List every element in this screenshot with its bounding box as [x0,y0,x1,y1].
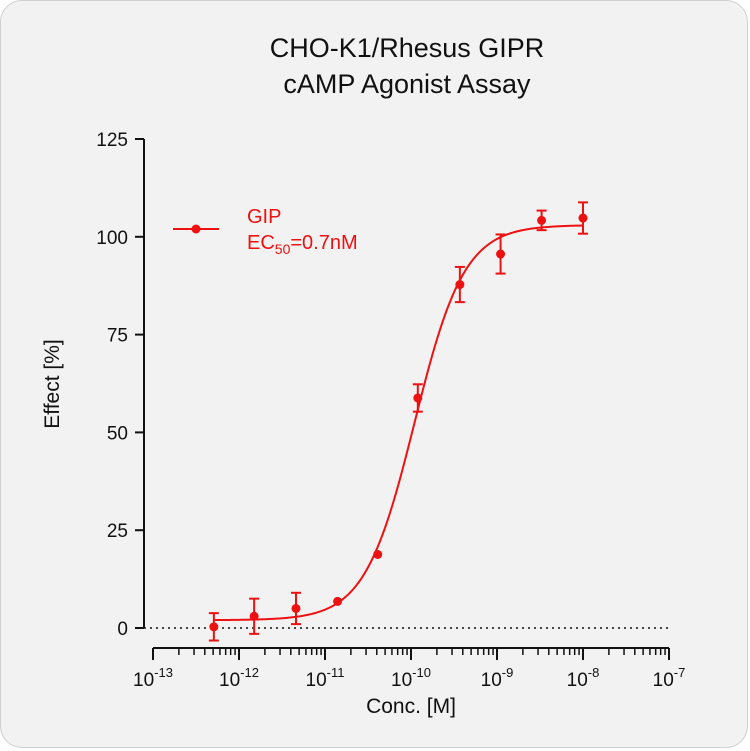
chart-title-line-2: cAMP Agonist Assay [283,69,531,99]
y-tick-label: 50 [107,423,128,444]
data-point [454,265,465,304]
x-tick-label: 10-9 [481,665,514,691]
y-axis: 0 25 50 75 100 125 [96,130,145,640]
data-point [290,591,301,626]
data-marker [413,393,423,403]
y-tick-label: 25 [107,521,128,542]
y-tick-label: 100 [96,228,128,249]
data-marker [291,603,301,613]
x-axis: 10-13 10-12 10-11 10-10 10-9 10-8 10-7 [133,647,686,691]
legend-series-name: GIP [247,206,281,228]
data-marker [455,280,465,290]
y-tick-label: 75 [107,326,128,347]
legend-marker [191,224,201,234]
y-tick-label: 0 [117,619,128,640]
data-point [495,233,506,275]
x-tick-label: 10-7 [653,665,686,691]
data-point [412,383,423,413]
data-point [208,612,219,642]
x-tick-label: 10-13 [133,665,173,691]
y-axis-label: Effect [%] [41,339,64,429]
x-tick-label: 10-11 [306,665,345,691]
chart-title-line-1: CHO-K1/Rhesus GIPR [270,33,545,63]
legend-ec50-suffix: =0.7nM [290,232,357,254]
data-point [333,596,343,606]
legend-ec50-sub: 50 [275,241,291,257]
data-marker [578,213,588,223]
data-marker [249,611,259,621]
data-point [578,201,588,235]
data-point [373,549,383,559]
x-tick-label: 10-8 [567,665,600,691]
fit-curve-group [213,224,584,622]
x-tick-label: 10-12 [219,665,259,691]
x-axis-label: Conc. [M] [366,695,456,718]
data-marker [209,622,219,632]
data-marker [537,215,547,225]
legend: GIP EC50=0.7nM [173,206,358,257]
x-tick-label: 10-10 [391,665,431,691]
fit-curve [213,224,584,622]
legend-ec50-prefix: EC [247,232,275,254]
data-marker [333,596,343,606]
data-marker [373,549,383,559]
data-point [536,209,547,232]
legend-ec50: EC50=0.7nM [247,232,358,257]
data-points-group [208,201,588,642]
data-marker [496,249,506,259]
data-point [249,597,260,635]
y-tick-label: 125 [96,130,128,151]
